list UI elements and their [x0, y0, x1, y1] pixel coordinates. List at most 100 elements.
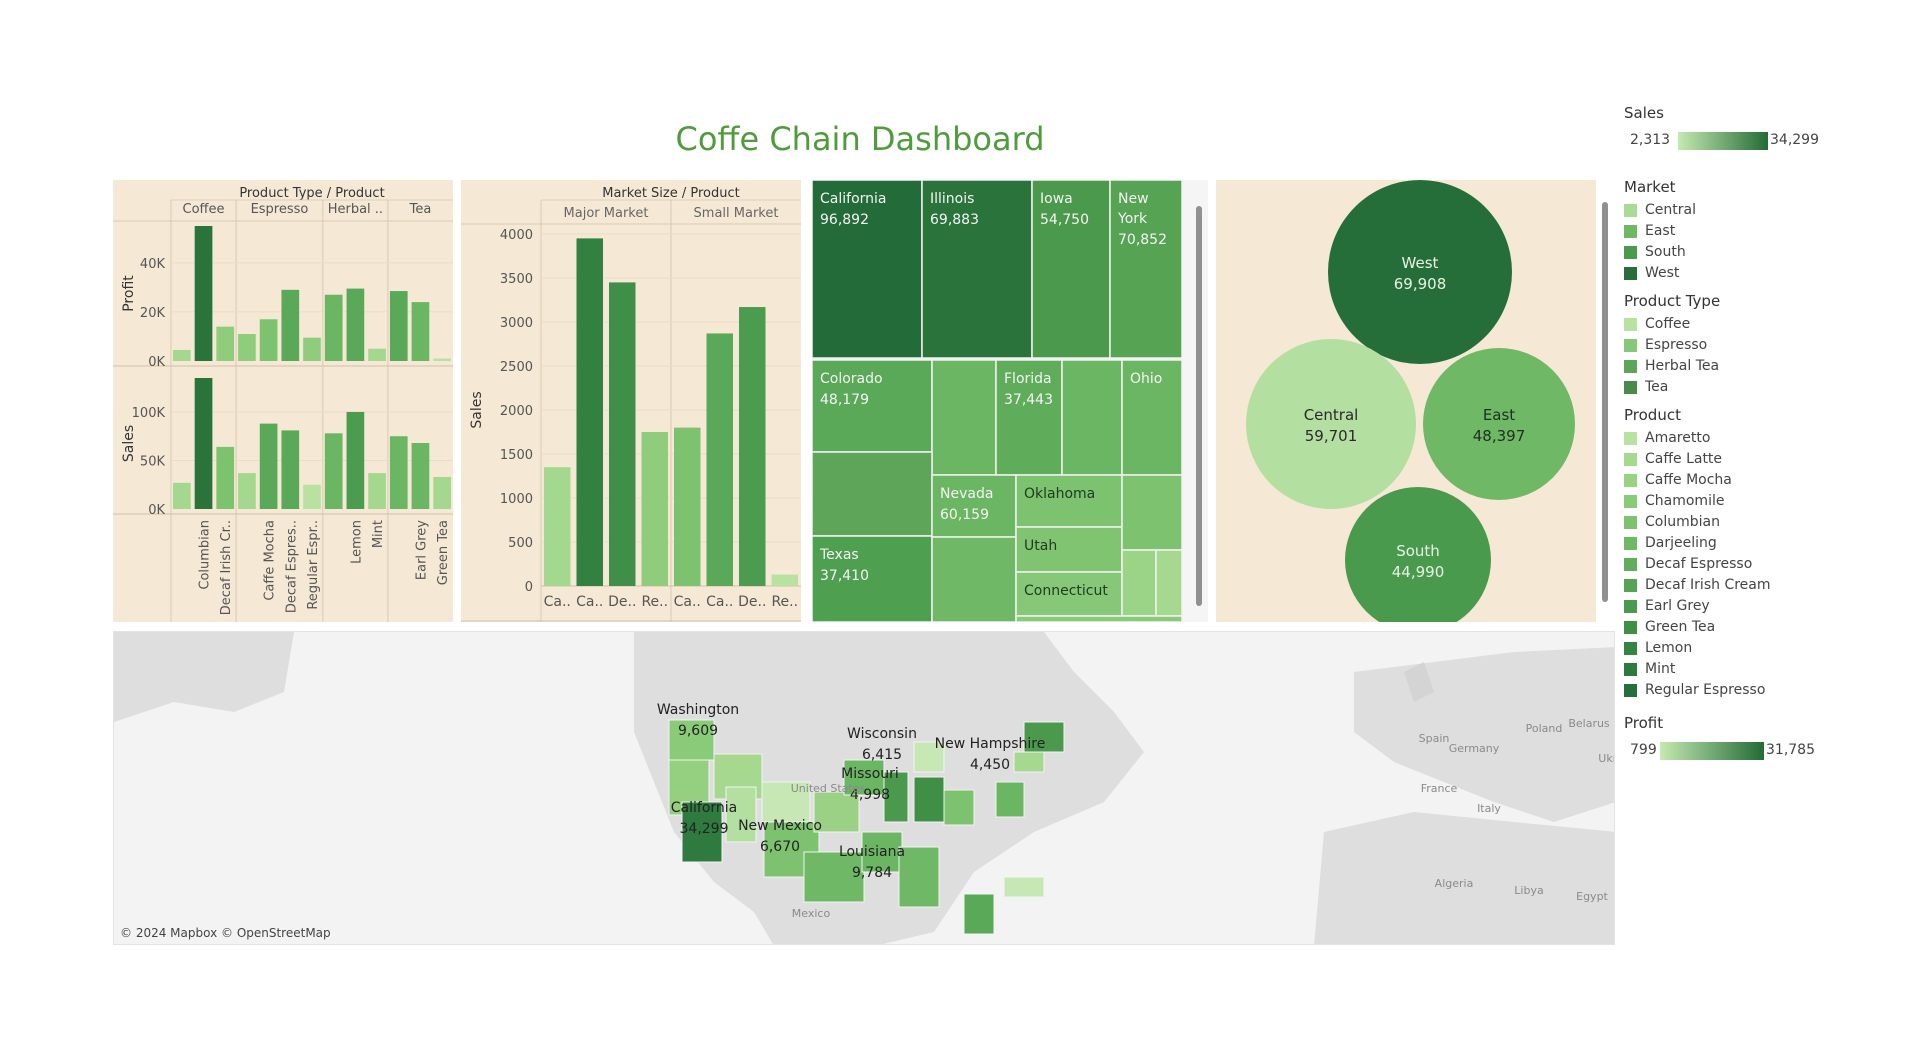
chart1-background	[113, 180, 453, 622]
chart1-xtick: Lemon	[349, 520, 364, 564]
legend-label: Amaretto	[1645, 430, 1711, 446]
chart1-xtick: Mint	[371, 520, 386, 548]
legend-swatch	[1624, 515, 1637, 529]
legend-item[interactable]: Coffee	[1624, 314, 1690, 334]
legend-label: Decaf Irish Cream	[1645, 577, 1771, 593]
treemap-label: Connecticut	[1024, 583, 1108, 599]
legend-item[interactable]: Espresso	[1624, 335, 1707, 355]
market-bubble-value: 59,701	[1305, 427, 1358, 445]
map-state-name: Louisiana	[839, 844, 905, 860]
chart1-bar-sales	[346, 411, 365, 509]
chart1-ylabel-sales: Sales	[121, 425, 137, 462]
map-state-name: Missouri	[841, 766, 899, 782]
legend-swatch	[1624, 578, 1637, 592]
legend-label: Tea	[1645, 379, 1669, 395]
legend-swatch	[1624, 494, 1637, 508]
treemap-label: California	[820, 191, 886, 207]
map-state-value: 4,998	[850, 787, 890, 803]
chart1-ytick: 100K	[132, 406, 166, 421]
treemap-cell	[931, 359, 997, 476]
legend-item[interactable]: Caffe Latte	[1624, 449, 1722, 469]
chart1-xtick: Caffe Mocha	[263, 520, 278, 601]
legend-swatch	[1624, 203, 1637, 217]
treemap-cell	[812, 451, 933, 537]
chart1-bar-profit	[368, 348, 386, 361]
legend-item[interactable]: Darjeeling	[1624, 533, 1717, 553]
profit-color-ramp	[1660, 742, 1764, 760]
chart1-bar-profit	[259, 319, 278, 361]
chart1-ylabel-profit: Profit	[121, 275, 137, 312]
us-state-shape	[725, 786, 757, 843]
treemap-value: 69,883	[930, 212, 979, 228]
treemap-cell	[812, 180, 923, 359]
chart2-xtick: Ca..	[706, 594, 733, 610]
chart2-bar	[544, 467, 571, 586]
chart2-ytick: 3500	[500, 272, 533, 287]
product-legend-title: Product	[1624, 406, 1681, 424]
treemap-value: 37,410	[820, 568, 869, 584]
market-bubble-chart[interactable]: West 69,908 Central 59,701 East 48,397 South 44…	[1216, 180, 1610, 622]
legend-swatch	[1624, 317, 1637, 331]
legend-item[interactable]: West	[1624, 263, 1679, 283]
legend-item[interactable]: Earl Grey	[1624, 596, 1710, 616]
legend-label: Green Tea	[1645, 619, 1716, 635]
market-bubble	[1246, 339, 1416, 509]
map-state-name: Washington	[657, 702, 739, 718]
treemap-cell	[812, 535, 933, 622]
sales-by-market-size-chart[interactable]: Market Size / Product Major Market Small M…	[461, 180, 801, 622]
legend-item[interactable]: Caffe Mocha	[1624, 470, 1732, 490]
us-state-shape	[913, 741, 945, 773]
legend-item[interactable]: Lemon	[1624, 638, 1692, 658]
chart1-ytick: 0K	[148, 355, 165, 370]
map-place-label: Germany	[1449, 742, 1500, 755]
legend-label: Columbian	[1645, 514, 1720, 530]
chart1-bar-profit	[303, 337, 321, 361]
chart2-ytick: 500	[508, 536, 533, 551]
market-bubble-label: South	[1396, 542, 1440, 560]
us-state-shape	[813, 791, 860, 833]
profit-legend-min: 799	[1630, 742, 1657, 758]
legend-item[interactable]: Central	[1624, 200, 1696, 220]
alaska-landmass	[114, 632, 294, 722]
state-sales-map[interactable]: Washington 9,609 Wisconsin 6,415 New Hampshi…	[113, 631, 1615, 945]
legend-item[interactable]: Columbian	[1624, 512, 1720, 532]
us-state-shape	[943, 789, 975, 826]
us-state-shape	[861, 831, 903, 873]
legend-swatch	[1624, 359, 1637, 373]
legend-item[interactable]: Decaf Irish Cream	[1624, 575, 1771, 595]
legend-item[interactable]: Tea	[1624, 377, 1668, 397]
legend-label: Chamomile	[1645, 493, 1725, 509]
legend-item[interactable]: Mint	[1624, 659, 1675, 679]
bubble-scrollbar	[1602, 202, 1608, 602]
legend-item[interactable]: Decaf Espresso	[1624, 554, 1752, 574]
treemap-cell	[1061, 359, 1123, 476]
us-state-shape	[883, 771, 909, 823]
treemap-cell	[1121, 474, 1183, 551]
market-bubble	[1423, 348, 1575, 500]
chart1-bar-sales	[238, 473, 256, 509]
legend-item[interactable]: Chamomile	[1624, 491, 1724, 511]
state-sales-treemap[interactable]: California 96,892 Illinois 69,883 Iowa 54,750…	[812, 180, 1208, 622]
legend-item[interactable]: Green Tea	[1624, 617, 1715, 637]
chart2-xtick: Ca..	[576, 594, 603, 610]
chart2-ytick: 1500	[500, 448, 533, 463]
chart2-ytick: 4000	[500, 228, 533, 243]
legend-item[interactable]: East	[1624, 221, 1675, 241]
chart1-bar-sales	[389, 436, 408, 509]
chart2-xtick: Ca..	[544, 594, 571, 610]
profit-sales-by-product-chart[interactable]: Product Type / Product Coffee Espresso Herb…	[113, 180, 453, 622]
legend-item[interactable]: South	[1624, 242, 1686, 262]
treemap-label: Nevada	[940, 486, 993, 502]
legend-item[interactable]: Amaretto	[1624, 428, 1710, 448]
legend-swatch	[1624, 380, 1637, 394]
legend-label: Lemon	[1645, 640, 1693, 656]
chart2-bar	[609, 282, 636, 586]
legend-swatch	[1624, 599, 1637, 613]
legend-item[interactable]: Herbal Tea	[1624, 356, 1719, 376]
chart1-ytick: 40K	[140, 257, 166, 272]
legend-item[interactable]: Regular Espresso	[1624, 680, 1765, 700]
chart2-ytick: 3000	[500, 316, 533, 331]
legend-swatch	[1624, 620, 1637, 634]
legend-label: East	[1645, 223, 1676, 239]
market-bubble-value: 44,990	[1392, 563, 1445, 581]
